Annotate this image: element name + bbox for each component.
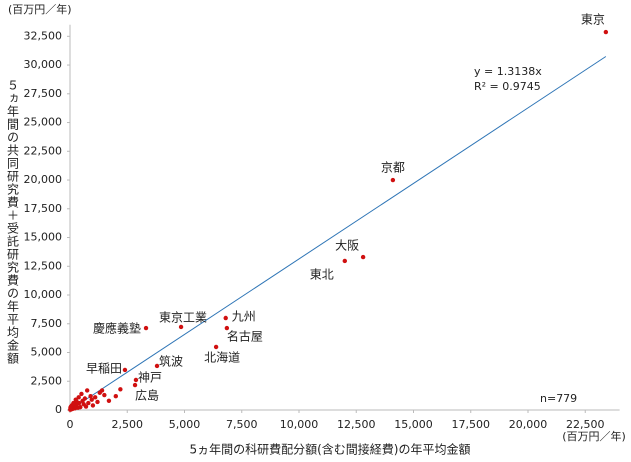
x-unit: (百万円／年) (562, 429, 626, 443)
point (79, 391, 84, 397)
y-tick-label: 2,500 (31, 374, 63, 387)
point (95, 399, 100, 405)
point (224, 325, 230, 331)
point (390, 177, 396, 183)
y-tick-label: 15,000 (24, 231, 63, 244)
point (90, 403, 96, 408)
point (133, 377, 139, 383)
point (132, 382, 138, 388)
point (213, 344, 219, 350)
y-tick-label: 20,000 (24, 173, 63, 186)
equation: y = 1.3138x (474, 65, 542, 78)
point (603, 29, 609, 35)
x-tick-label: 17,500 (452, 418, 491, 431)
point (113, 394, 119, 399)
x-tick-label: 15,000 (394, 418, 433, 431)
y-tick-label: 0 (55, 403, 62, 416)
point (84, 388, 90, 393)
x-tick-label: 20,000 (509, 418, 548, 431)
annotation: n=779 (540, 392, 577, 405)
point (86, 400, 91, 406)
x-tick-label: 7,500 (226, 418, 258, 431)
x-tick-label: 22,500 (566, 418, 605, 431)
y-tick-label: 32,500 (24, 29, 63, 42)
point (89, 397, 94, 402)
x-tick-label: 2,500 (112, 418, 144, 431)
point (68, 407, 73, 412)
point (88, 394, 93, 399)
y-tick-label: 22,500 (24, 144, 63, 157)
point (342, 258, 347, 264)
point (80, 398, 85, 404)
point-label: 名古屋 (227, 329, 263, 344)
point (143, 325, 149, 331)
point-label: 京都 (381, 161, 405, 175)
point (154, 363, 160, 369)
y-tick-label: 27,500 (24, 87, 63, 100)
point-label: 東京工業 (159, 310, 207, 324)
point (178, 324, 184, 330)
point (99, 388, 105, 393)
r-squared: R² = 0.9745 (474, 80, 541, 93)
y-tick-label: 5,000 (31, 346, 63, 359)
y-tick-label: 30,000 (24, 58, 63, 71)
point (92, 395, 98, 400)
point-label: 北海道 (204, 349, 240, 364)
x-tick-label: 12,500 (337, 418, 376, 431)
point (106, 398, 112, 404)
point-label: 大阪 (335, 239, 359, 253)
x-axis-title: 5ヵ年間の科研費配分額(含む間接経費)の年平均金額 (189, 442, 470, 457)
y-tick-label: 25,000 (24, 116, 63, 129)
y-unit: (百万円／年) (8, 2, 72, 16)
y-axis-title: ５ヵ年間の共同研究費＋受託研究費の年平均金額 (6, 79, 20, 365)
point (118, 387, 123, 392)
point-label: 広島 (135, 388, 159, 403)
point (81, 402, 86, 407)
trendline (69, 56, 607, 411)
point (122, 367, 128, 373)
x-tick-label: 10,000 (280, 418, 319, 431)
point-label: 神戸 (138, 370, 162, 384)
x-tick-label: 5,000 (169, 418, 201, 431)
point (102, 392, 107, 398)
point-label: 早稲田 (86, 361, 122, 375)
point-label: 東京 (581, 13, 605, 27)
y-tick-label: 7,500 (31, 317, 63, 330)
point (76, 395, 81, 400)
point (360, 254, 366, 260)
point-label: 慶應義塾 (93, 321, 141, 336)
y-tick-label: 12,500 (24, 259, 63, 272)
y-tick-label: 17,500 (24, 202, 63, 215)
y-tick-label: 10,000 (24, 288, 63, 301)
point (223, 315, 228, 321)
x-tick-label: 0 (67, 418, 74, 431)
point-label: 九州 (232, 310, 256, 324)
point-label: 東北 (310, 267, 334, 281)
point-label: 筑波 (159, 353, 183, 368)
point (73, 397, 78, 402)
